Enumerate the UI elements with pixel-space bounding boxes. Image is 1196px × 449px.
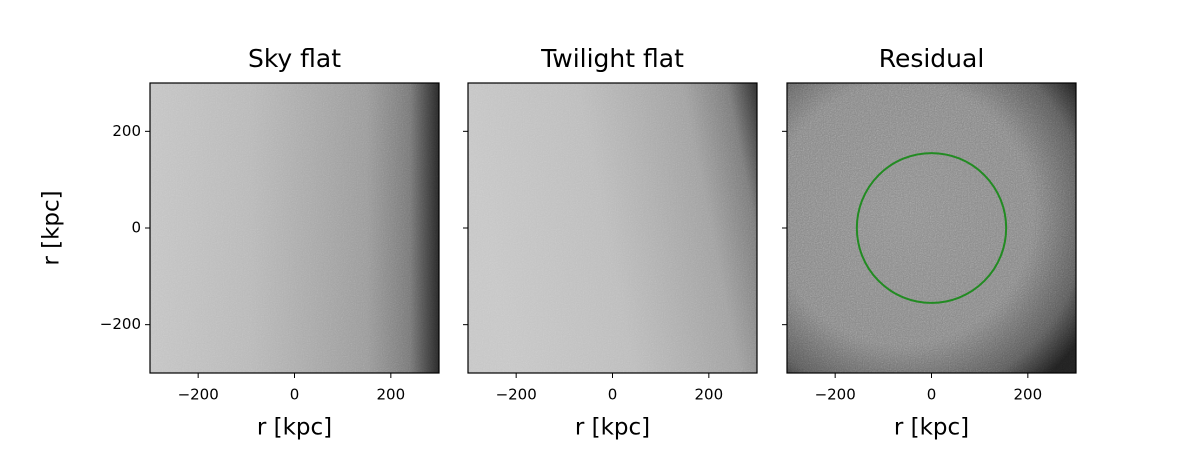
y-tick-label: −200 <box>100 315 141 333</box>
x-tick-label: 0 <box>927 386 937 404</box>
y-tick-label: 200 <box>112 122 141 140</box>
chart-title: Residual <box>879 44 985 73</box>
x-tick-label: 200 <box>377 386 406 404</box>
chart-title: Twilight flat <box>540 44 684 73</box>
x-tick-label: 200 <box>1014 386 1043 404</box>
y-tick-label: 0 <box>131 219 141 237</box>
x-tick-label: 0 <box>290 386 300 404</box>
x-tick-label: −200 <box>496 386 537 404</box>
x-tick-label: 200 <box>695 386 724 404</box>
x-axis-label: r [kpc] <box>894 415 969 441</box>
image-noise <box>787 83 1076 373</box>
circle <box>855 152 1008 304</box>
x-tick-label: −200 <box>815 386 856 404</box>
y-axis-label: r [kpc] <box>39 190 65 265</box>
x-axis-label: r [kpc] <box>257 415 332 441</box>
image-noise <box>468 83 757 373</box>
chart-title: Sky flat <box>248 44 341 73</box>
image-noise <box>150 83 439 373</box>
x-axis-label: r [kpc] <box>575 415 650 441</box>
x-tick-label: −200 <box>178 386 219 404</box>
x-tick-label: 0 <box>608 386 618 404</box>
